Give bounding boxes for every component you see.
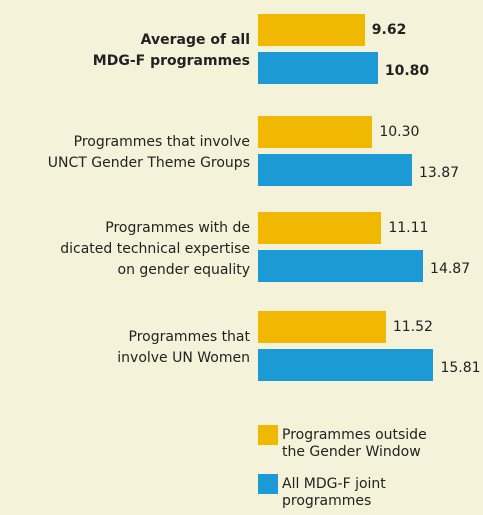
- bar: [258, 154, 412, 186]
- bar: [258, 52, 378, 84]
- category-label: Programmes that involve UN Women: [117, 329, 250, 366]
- bar: [258, 250, 424, 282]
- bar: [258, 349, 434, 381]
- bar: [258, 116, 373, 148]
- value-label: 14.87: [430, 261, 471, 277]
- legend-label: Programmes outside the Gender Window: [282, 427, 427, 460]
- value-label: 10.30: [379, 124, 420, 140]
- category-label: Average of all MDG-F programmes: [92, 32, 250, 69]
- value-label: 10.80: [384, 63, 430, 79]
- value-label: 15.81: [440, 360, 481, 376]
- category-label: Programmes that involve UNCT Gender Them…: [47, 134, 250, 171]
- legend-swatch: [258, 425, 278, 445]
- legend-swatch: [258, 474, 278, 494]
- value-label: 11.52: [392, 319, 433, 335]
- bar: [258, 311, 386, 343]
- bar: [258, 14, 365, 46]
- category-label: Programmes with de dicated technical exp…: [60, 219, 250, 278]
- value-label: 11.11: [388, 220, 429, 236]
- bar: [258, 212, 382, 244]
- value-label: 9.62: [371, 22, 407, 38]
- value-label: 13.87: [418, 165, 460, 181]
- legend-label: All MDG-F joint programmes: [282, 476, 386, 509]
